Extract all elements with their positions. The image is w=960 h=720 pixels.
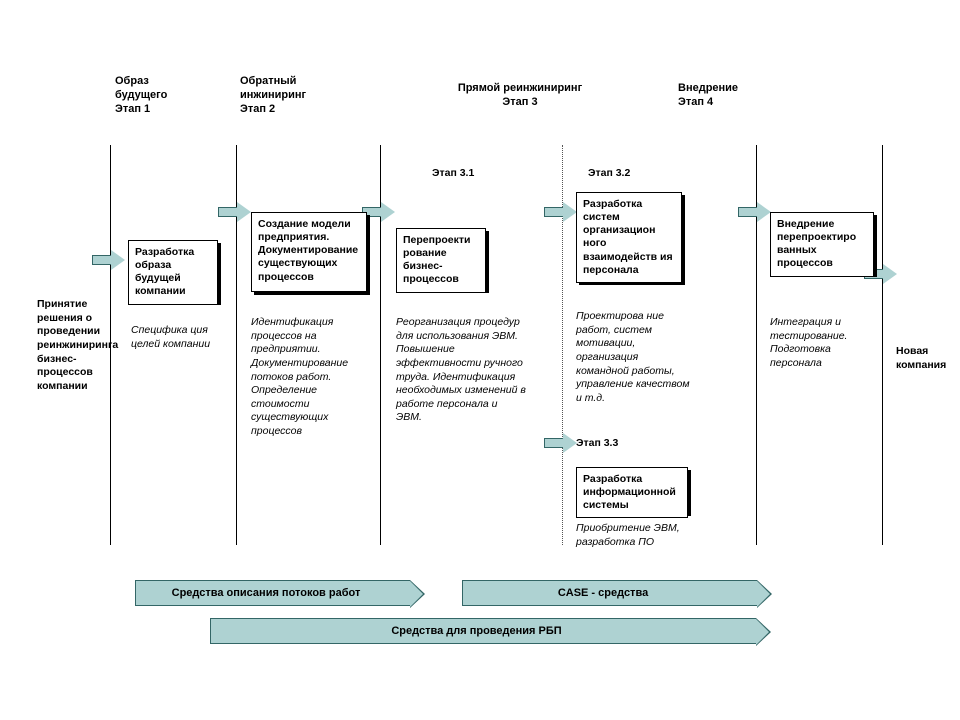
stage-note-2: Реорганизация процедур для использования… <box>396 316 526 425</box>
sub-stage-header-1: Этап 3.2 <box>588 167 630 179</box>
stage-note-4: Приобритение ЭВМ, разработка ПО <box>576 522 696 549</box>
stage-header-line: Этап 2 <box>240 103 275 115</box>
diagram-canvas: { "colors": { "background": "#ffffff", "… <box>0 0 960 720</box>
stage-header-line: Этап 4 <box>678 96 713 108</box>
stage-note-3: Проектирова ние работ, систем мотивации,… <box>576 310 694 405</box>
stage-box-1: Создание модели предприятия. Документиро… <box>251 212 367 292</box>
result-note: Новая компания <box>896 345 956 372</box>
stage-box-4: Внедрение перепроектиро ванных процессов <box>770 212 874 277</box>
stage-box-2: Перепроекти рование бизнес-процессов <box>396 228 486 293</box>
stage-box-3: Разработка систем организацион ного взаи… <box>576 192 682 283</box>
flow-arrow-4 <box>544 433 578 453</box>
stage-header-line: Обратный <box>240 75 296 87</box>
stage-box-5: Разработка информационной системы <box>576 467 688 518</box>
sub-stage-header-0: Этап 3.1 <box>432 167 474 179</box>
stage-note-0: Специфика ция целей компании <box>131 324 221 351</box>
stage-note-1: Идентификация процессов на предприятии. … <box>251 316 369 439</box>
stage-box-0: Разработка образа будущей компании <box>128 240 218 305</box>
flow-arrow-3 <box>544 202 578 222</box>
tool-banner-label: Средства описания потоков работ <box>172 587 361 599</box>
stage-header-line: будущего <box>115 89 167 101</box>
stage-header-line: Внедрение <box>678 82 738 94</box>
stage-header-line: Прямой реинжиниринг <box>458 82 582 94</box>
stage-header-line: Образ <box>115 75 149 87</box>
stage-separator-5 <box>882 145 883 545</box>
tool-banner-0: Средства описания потоков работ <box>135 580 410 606</box>
stage-header-0: Образ будущего Этап 1 <box>115 75 255 116</box>
flow-arrow-0 <box>92 250 126 270</box>
tool-banner-1: CASE - средства <box>462 580 757 606</box>
tool-banner-label: CASE - средства <box>558 587 648 599</box>
flow-arrow-1 <box>218 202 252 222</box>
stage-header-line: инжиниринг <box>240 89 306 101</box>
inline-label-0: Этап 3.3 <box>576 437 618 450</box>
stage-header-3: Внедрение Этап 4 <box>678 82 818 110</box>
tool-banner-label: Средства для проведения РБП <box>391 625 561 637</box>
decision-note: Принятие решения о проведении реинжинири… <box>37 298 109 393</box>
stage-note-5: Интеграция и тестирование. Подготовка пе… <box>770 316 880 371</box>
stage-header-2: Прямой реинжиниринг Этап 3 <box>430 82 610 110</box>
stage-header-line: Этап 1 <box>115 103 150 115</box>
stage-header-line: Этап 3 <box>502 96 537 108</box>
stage-header-1: Обратный инжиниринг Этап 2 <box>240 75 380 116</box>
flow-arrow-5 <box>738 202 772 222</box>
tool-banner-2: Средства для проведения РБП <box>210 618 756 644</box>
